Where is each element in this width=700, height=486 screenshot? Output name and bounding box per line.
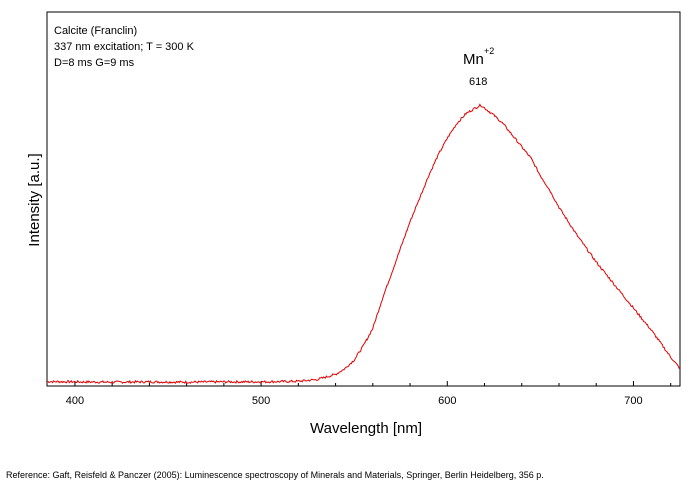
peak-label-superscript: +2 <box>484 46 494 56</box>
x-tick-label: 600 <box>438 395 456 407</box>
annotation-line-2: 337 nm excitation; T = 300 K <box>54 41 195 53</box>
reference-text: Reference: Gaft, Reisfeld & Panczer (200… <box>6 470 544 480</box>
x-tick-label: 400 <box>66 395 84 407</box>
y-axis-title: Intensity [a.u.] <box>26 153 43 246</box>
annotation-line-3: D=8 ms G=9 ms <box>54 57 135 69</box>
peak-value-label: 618 <box>469 76 487 88</box>
x-tick-label: 700 <box>624 395 642 407</box>
spectrum-series-line <box>46 103 681 385</box>
series-layer <box>46 103 681 385</box>
plot-frame <box>46 11 681 387</box>
annotation-line-1: Calcite (Franclin) <box>54 25 137 37</box>
x-axis-title: Wavelength [nm] <box>310 420 422 437</box>
x-tick-label: 500 <box>252 395 270 407</box>
peak-label: Mn <box>463 51 484 68</box>
x-axis-ticks: 400 500 600 700 <box>66 381 672 407</box>
